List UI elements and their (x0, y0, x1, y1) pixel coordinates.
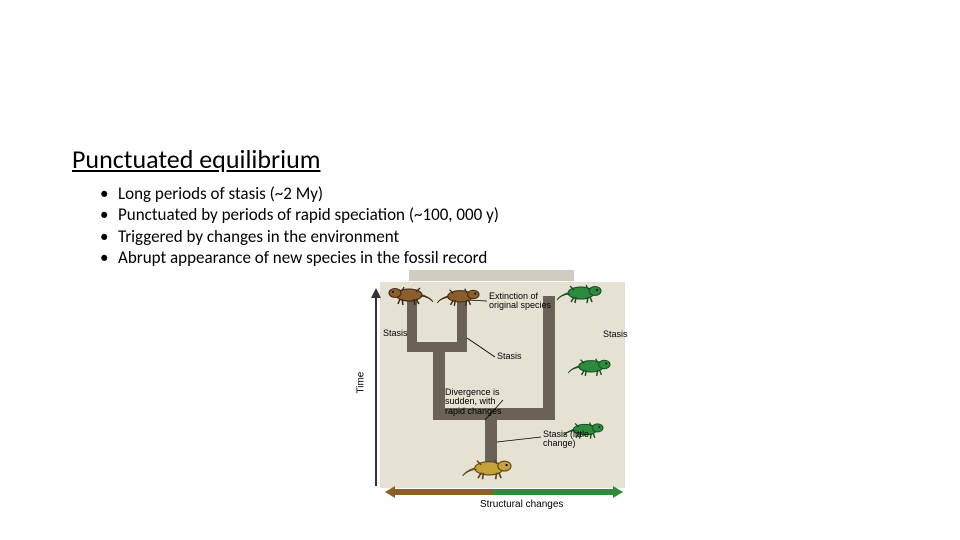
bullet-list: Long periods of stasis (~2 My) Punctuate… (100, 183, 499, 268)
label-stasis-bottom: Stasis (little change) (543, 430, 589, 449)
bullet-item: Long periods of stasis (~2 My) (100, 183, 499, 204)
label-stasis-top-right: Stasis (603, 330, 628, 339)
bullet-item: Abrupt appearance of new species in the … (100, 247, 499, 268)
label-divergence: Divergence is sudden, with rapid changes (445, 388, 502, 416)
bullet-item: Triggered by changes in the environment (100, 226, 499, 247)
label-extinction: Extinction of original species (489, 292, 551, 311)
label-stasis-mid: Stasis (497, 352, 522, 361)
bullet-item: Punctuated by periods of rapid speciatio… (100, 204, 499, 225)
label-stasis-top-left: Stasis (383, 329, 408, 338)
slide-title: Punctuated equilibrium (72, 143, 321, 175)
phylogeny-diagram: Time Structural changes Extinction of or… (345, 270, 655, 512)
x-axis-label: Structural changes (480, 499, 563, 510)
y-axis-label: Time (356, 372, 367, 394)
slide: Punctuated equilibrium Long periods of s… (0, 0, 960, 540)
